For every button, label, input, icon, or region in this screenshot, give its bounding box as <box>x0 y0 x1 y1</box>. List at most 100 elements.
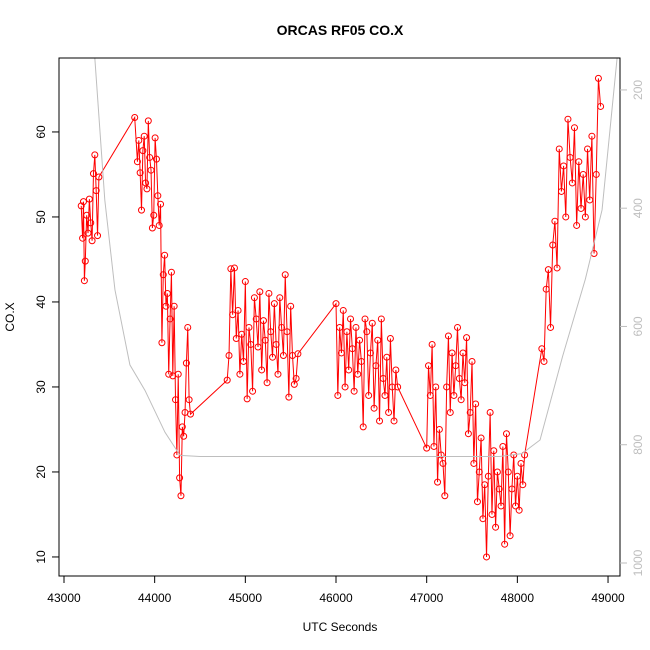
data-point <box>345 366 353 374</box>
data-point <box>147 166 155 174</box>
data-point <box>430 442 438 450</box>
data-point <box>459 349 467 357</box>
data-point <box>481 481 489 489</box>
data-point <box>249 387 257 395</box>
data-point <box>461 379 469 387</box>
series-line <box>80 78 602 557</box>
data-point <box>269 353 277 361</box>
data-point <box>379 374 387 382</box>
data-point <box>140 132 148 140</box>
data-point <box>229 311 237 319</box>
data-point <box>432 383 440 391</box>
data-point <box>279 352 287 360</box>
data-point <box>455 374 463 382</box>
data-point <box>562 213 570 221</box>
data-point <box>493 468 501 476</box>
data-point <box>261 336 269 344</box>
data-point <box>92 187 100 195</box>
data-point <box>170 302 178 310</box>
data-point <box>84 229 92 237</box>
data-point <box>143 185 151 193</box>
data-point <box>79 234 87 242</box>
data-point <box>236 370 244 378</box>
data-point <box>581 213 589 221</box>
data-point <box>343 328 351 336</box>
data-point <box>560 162 568 170</box>
data-point <box>155 221 163 229</box>
y-tick-label: 50 <box>34 210 48 224</box>
data-point <box>281 271 289 279</box>
y-tick-label: 20 <box>34 465 48 479</box>
y2-tick-label: 800 <box>631 434 645 454</box>
data-point <box>186 410 194 418</box>
data-point <box>265 289 273 297</box>
data-point <box>136 169 144 177</box>
data-point <box>592 170 600 178</box>
data-point <box>553 264 561 272</box>
data-point <box>450 391 458 399</box>
data-point <box>172 396 180 404</box>
data-point <box>486 408 494 416</box>
data-point <box>167 268 175 276</box>
data-point <box>584 145 592 153</box>
data-point <box>372 362 380 370</box>
data-point <box>252 315 260 323</box>
data-point <box>152 155 160 163</box>
data-point <box>87 219 95 227</box>
x-axis-label: UTC Seconds <box>303 620 378 634</box>
data-point <box>85 195 93 203</box>
data-point <box>477 434 485 442</box>
data-point <box>166 315 174 323</box>
data-point <box>370 404 378 412</box>
data-point <box>575 158 583 166</box>
data-point <box>376 417 384 425</box>
data-point <box>508 485 516 493</box>
data-point <box>154 192 162 200</box>
data-point <box>488 510 496 518</box>
data-point <box>446 408 454 416</box>
data-point <box>570 124 578 132</box>
data-point <box>506 532 514 540</box>
data-point <box>386 335 394 343</box>
data-point <box>292 374 300 382</box>
data-point <box>230 264 238 272</box>
data-point <box>178 423 186 431</box>
data-point <box>238 330 246 338</box>
data-point <box>258 366 266 374</box>
data-point <box>151 134 159 142</box>
data-point <box>564 115 572 123</box>
data-point <box>133 158 141 166</box>
data-point <box>475 468 483 476</box>
data-point <box>577 204 585 212</box>
data-point <box>223 376 231 384</box>
data-point <box>444 332 452 340</box>
data-point <box>519 481 527 489</box>
data-point <box>159 271 167 279</box>
data-point <box>180 432 188 440</box>
series-line <box>94 58 618 458</box>
data-point <box>426 391 434 399</box>
chart-title: ORCAS RF05 CO.X <box>277 22 404 38</box>
data-point <box>162 302 170 310</box>
data-point <box>165 370 173 378</box>
data-point <box>392 366 400 374</box>
data-point <box>350 387 358 395</box>
data-point <box>267 328 275 336</box>
data-point <box>547 323 555 331</box>
data-point <box>492 523 500 531</box>
data-point <box>89 170 97 178</box>
data-point <box>81 257 89 265</box>
data-point <box>573 221 581 229</box>
data-point <box>95 173 103 181</box>
data-point <box>557 187 565 195</box>
data-point <box>517 459 525 467</box>
data-point <box>94 232 102 240</box>
data-point <box>348 345 356 353</box>
data-point <box>150 211 158 219</box>
data-point <box>240 357 248 365</box>
data-point <box>174 370 182 378</box>
data-point <box>538 345 546 353</box>
data-point <box>357 357 365 365</box>
y-axis-label: CO.X <box>3 302 17 331</box>
